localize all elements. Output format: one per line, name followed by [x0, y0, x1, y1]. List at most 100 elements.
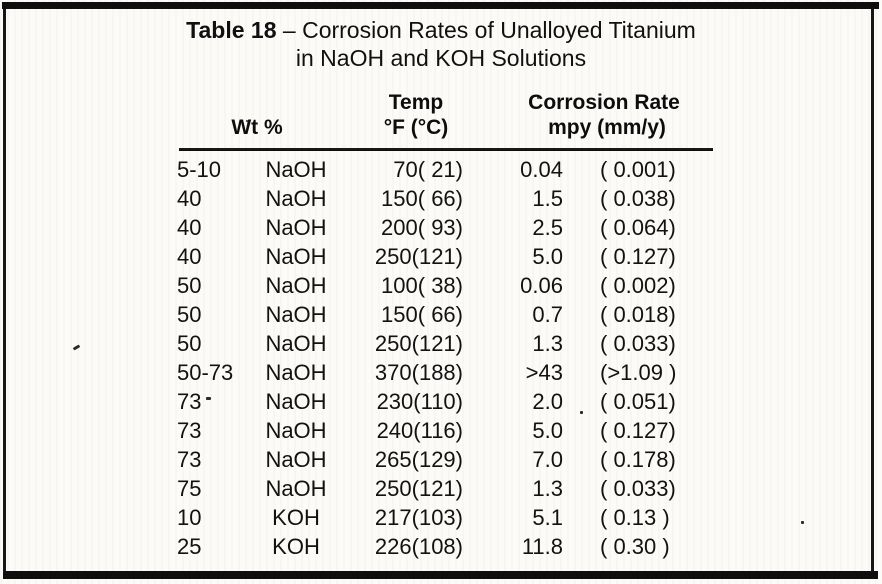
- cell-solution: NaOH: [265, 186, 327, 211]
- table-row: 40 NaOH 150( 66) 1.5 ( 0.038): [0, 184, 882, 213]
- cell-mmy: ( 0.127): [600, 244, 676, 269]
- column-header-temp: Temp: [388, 91, 444, 114]
- table-title-number: Table 18: [186, 17, 277, 43]
- cell-mpy: 11.8: [521, 534, 563, 559]
- cell-mmy: (>1.09 ): [600, 360, 677, 385]
- cell-temp: 70( 21): [393, 157, 463, 182]
- column-header-rate-units: mpy (mm/y): [548, 116, 666, 139]
- cell-wt: 25: [177, 534, 202, 559]
- cell-solution: NaOH: [265, 389, 327, 414]
- cell-solution: NaOH: [265, 157, 327, 182]
- cell-mmy: ( 0.178): [600, 447, 676, 472]
- frame-border-bottom: [3, 571, 878, 579]
- cell-mmy: ( 0.002): [600, 273, 676, 298]
- cell-mpy: 1.3: [532, 476, 563, 501]
- cell-solution: NaOH: [265, 447, 327, 472]
- scan-speckle: [580, 411, 583, 414]
- cell-mpy: 1.5: [532, 186, 563, 211]
- cell-temp: 200( 93): [381, 215, 463, 240]
- cell-wt: 50: [177, 302, 202, 327]
- cell-temp: 217(103): [374, 505, 463, 530]
- table-row: 40 NaOH 250(121) 5.0 ( 0.127): [0, 242, 882, 271]
- cell-solution: NaOH: [265, 215, 327, 240]
- cell-temp: 230(110): [376, 389, 463, 414]
- table-row: 50-73 NaOH 370(188) >43 (>1.09 ): [0, 358, 882, 387]
- cell-wt: 73: [177, 389, 202, 414]
- cell-wt: 40: [177, 215, 202, 240]
- cell-mmy: ( 0.13 ): [600, 505, 670, 530]
- cell-mpy: >43: [525, 360, 563, 385]
- cell-mpy: 1.3: [532, 331, 563, 356]
- cell-temp: 100( 38): [381, 273, 463, 298]
- cell-temp: 150( 66): [381, 302, 463, 327]
- cell-solution: NaOH: [265, 273, 327, 298]
- column-header-corrosion-rate: Corrosion Rate: [528, 91, 680, 114]
- scan-speckle: [801, 521, 804, 524]
- cell-mmy: ( 0.018): [600, 302, 676, 327]
- table-row: 73 NaOH 230(110) 2.0 ( 0.051): [0, 387, 882, 416]
- frame-border-left: [3, 9, 6, 572]
- cell-mmy: ( 0.001): [600, 157, 676, 182]
- cell-mpy: 0.7: [532, 302, 563, 327]
- table-row: 50 NaOH 150( 66) 0.7 ( 0.018): [0, 300, 882, 329]
- table-row: 50 NaOH 250(121) 1.3 ( 0.033): [0, 329, 882, 358]
- cell-wt: 10: [177, 505, 202, 530]
- cell-temp: 150( 66): [381, 186, 463, 211]
- scan-speckle: [206, 397, 211, 400]
- cell-solution: NaOH: [265, 418, 327, 443]
- scan-speckle: [537, 97, 539, 99]
- cell-wt: 5-10: [177, 157, 222, 182]
- table-row: 75 NaOH 250(121) 1.3 ( 0.033): [0, 474, 882, 503]
- cell-wt: 73: [177, 447, 202, 472]
- frame-border-right: [871, 9, 874, 572]
- table-title-text: – Corrosion Rates of Unalloyed Titanium: [276, 17, 696, 43]
- column-header-temp-units: °F (°C): [383, 116, 449, 139]
- table-row: 5-10 NaOH 70( 21) 0.04 ( 0.001): [0, 155, 882, 184]
- table-row: 50 NaOH 100( 38) 0.06 ( 0.002): [0, 271, 882, 300]
- cell-temp: 240(116): [376, 418, 463, 443]
- cell-temp: 250(121): [374, 244, 463, 269]
- cell-solution: NaOH: [265, 476, 327, 501]
- table-row: 25 KOH 226(108) 11.8 ( 0.30 ): [0, 532, 882, 561]
- cell-wt: 73: [177, 418, 202, 443]
- cell-solution: KOH: [272, 534, 320, 559]
- cell-solution: NaOH: [265, 302, 327, 327]
- cell-mpy: 5.0: [532, 418, 563, 443]
- cell-solution: NaOH: [265, 331, 327, 356]
- cell-mpy: 5.0: [532, 244, 563, 269]
- cell-wt: 50-73: [177, 360, 234, 385]
- cell-mpy: 7.0: [532, 447, 563, 472]
- cell-temp: 370(188): [374, 360, 463, 385]
- cell-temp: 265(129): [374, 447, 463, 472]
- cell-solution: KOH: [272, 505, 320, 530]
- scan-speckle: [246, 120, 248, 122]
- cell-mmy: ( 0.033): [600, 331, 676, 356]
- cell-temp: 226(108): [374, 534, 463, 559]
- cell-mpy: 2.5: [532, 215, 563, 240]
- cell-wt: 40: [177, 186, 202, 211]
- table-row: 73 NaOH 265(129) 7.0 ( 0.178): [0, 445, 882, 474]
- cell-mpy: 0.06: [520, 273, 563, 298]
- cell-temp: 250(121): [374, 476, 463, 501]
- frame-border-top: [2, 2, 879, 9]
- cell-wt: 50: [177, 331, 202, 356]
- cell-mpy: 0.04: [520, 157, 563, 182]
- table-row: 73 NaOH 240(116) 5.0 ( 0.127): [0, 416, 882, 445]
- cell-mpy: 2.0: [532, 389, 563, 414]
- cell-mmy: ( 0.051): [600, 389, 676, 414]
- cell-solution: NaOH: [265, 360, 327, 385]
- cell-mpy: 5.1: [532, 505, 563, 530]
- cell-wt: 50: [177, 273, 202, 298]
- cell-mmy: ( 0.30 ): [600, 534, 670, 559]
- table-title: Table 18 – Corrosion Rates of Unalloyed …: [0, 16, 882, 44]
- table-row: 10 KOH 217(103) 5.1 ( 0.13 ): [0, 503, 882, 532]
- table-row: 40 NaOH 200( 93) 2.5 ( 0.064): [0, 213, 882, 242]
- cell-temp: 250(121): [374, 331, 463, 356]
- table-subtitle: in NaOH and KOH Solutions: [295, 45, 587, 71]
- cell-mmy: ( 0.127): [600, 418, 676, 443]
- cell-wt: 40: [177, 244, 202, 269]
- header-rule: [179, 148, 713, 151]
- cell-mmy: ( 0.033): [600, 476, 676, 501]
- cell-solution: NaOH: [265, 244, 327, 269]
